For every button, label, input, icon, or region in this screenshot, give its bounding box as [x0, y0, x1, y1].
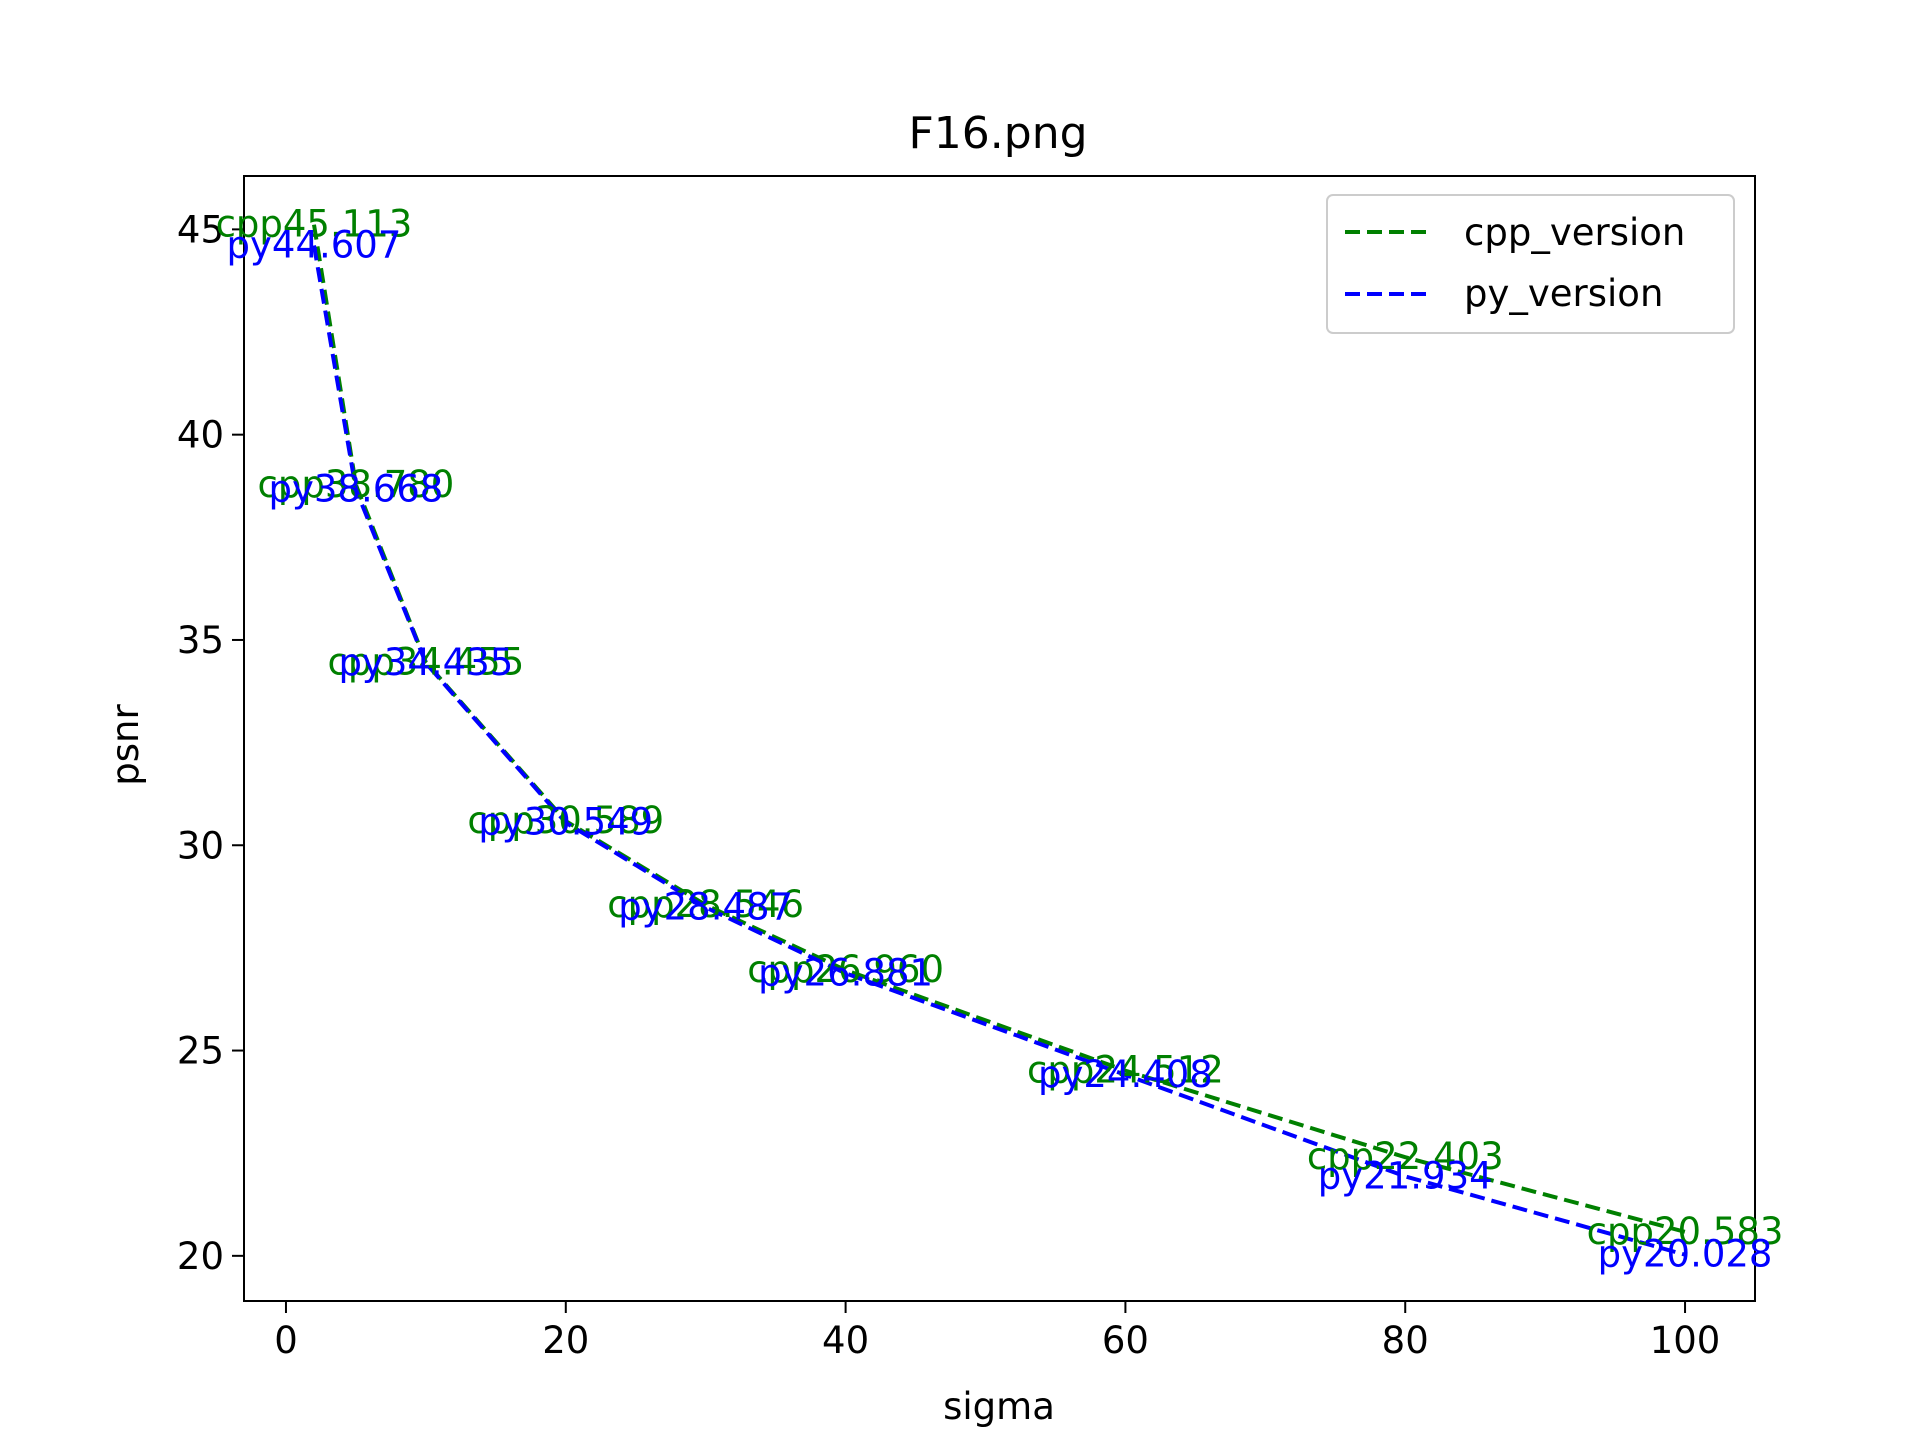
data-label-py-version: py24.408	[1038, 1053, 1213, 1096]
data-label-py-version: py34.435	[338, 641, 513, 684]
data-label-cpp-version: cpp20.583	[1587, 1210, 1784, 1253]
legend-box	[1326, 194, 1735, 334]
y-tick-label: 20	[177, 1235, 224, 1278]
plot-area	[312, 224, 1686, 1257]
series-line-py-version	[312, 245, 1686, 1257]
x-tick-label: 0	[274, 1319, 298, 1362]
data-labels: cpp45.113 cpp38.780 cpp34.455 cpp30.589 cpp2…	[216, 203, 1784, 1276]
y-tick-label: 30	[177, 824, 224, 867]
y-tick-label: 45	[177, 208, 224, 251]
x-tick-label: 100	[1650, 1319, 1721, 1362]
x-axis-title: sigma	[943, 1385, 1055, 1428]
data-label-cpp-version: cpp34.455	[327, 640, 524, 683]
data-label-cpp-version: cpp24.512	[1027, 1049, 1224, 1092]
y-axis: 20 25 30 35 40 45	[177, 208, 244, 1278]
data-label-cpp-version: cpp28.546	[607, 883, 804, 926]
data-label-py-version: py21.934	[1318, 1154, 1493, 1197]
x-tick-label: 60	[1102, 1319, 1149, 1362]
data-label-py-version: py28.487	[618, 885, 793, 928]
x-tick-label: 40	[822, 1319, 869, 1362]
x-tick-label: 20	[542, 1319, 589, 1362]
y-tick-label: 40	[177, 414, 224, 457]
series-line-cpp-version	[312, 224, 1686, 1234]
data-label-py-version: py30.549	[478, 801, 653, 844]
y-tick-label: 25	[177, 1030, 224, 1073]
legend-cpp-version-label: cpp_version	[1464, 211, 1685, 254]
data-label-py-version: py20.028	[1598, 1233, 1773, 1276]
data-label-py-version: py44.607	[227, 224, 402, 267]
chart-title: F16.png	[908, 108, 1087, 159]
x-tick-label: 80	[1382, 1319, 1429, 1362]
plot-frame	[243, 175, 1756, 1302]
legend: cpp_version py_version	[1326, 194, 1735, 334]
data-label-py-version: py26.881	[758, 951, 933, 994]
data-label-cpp-version: cpp26.960	[747, 948, 944, 991]
x-axis: 0 20 40 60 80 100	[274, 1301, 1720, 1362]
data-label-cpp-version: cpp38.780	[258, 463, 455, 506]
data-label-py-version: py38.668	[268, 467, 443, 510]
data-label-cpp-version: cpp30.589	[467, 799, 664, 842]
y-tick-label: 35	[177, 619, 224, 662]
data-label-cpp-version: cpp22.403	[1307, 1135, 1504, 1178]
y-axis-title: psnr	[104, 704, 147, 786]
data-label-cpp-version: cpp45.113	[216, 203, 413, 246]
legend-py-version-label: py_version	[1464, 272, 1663, 315]
